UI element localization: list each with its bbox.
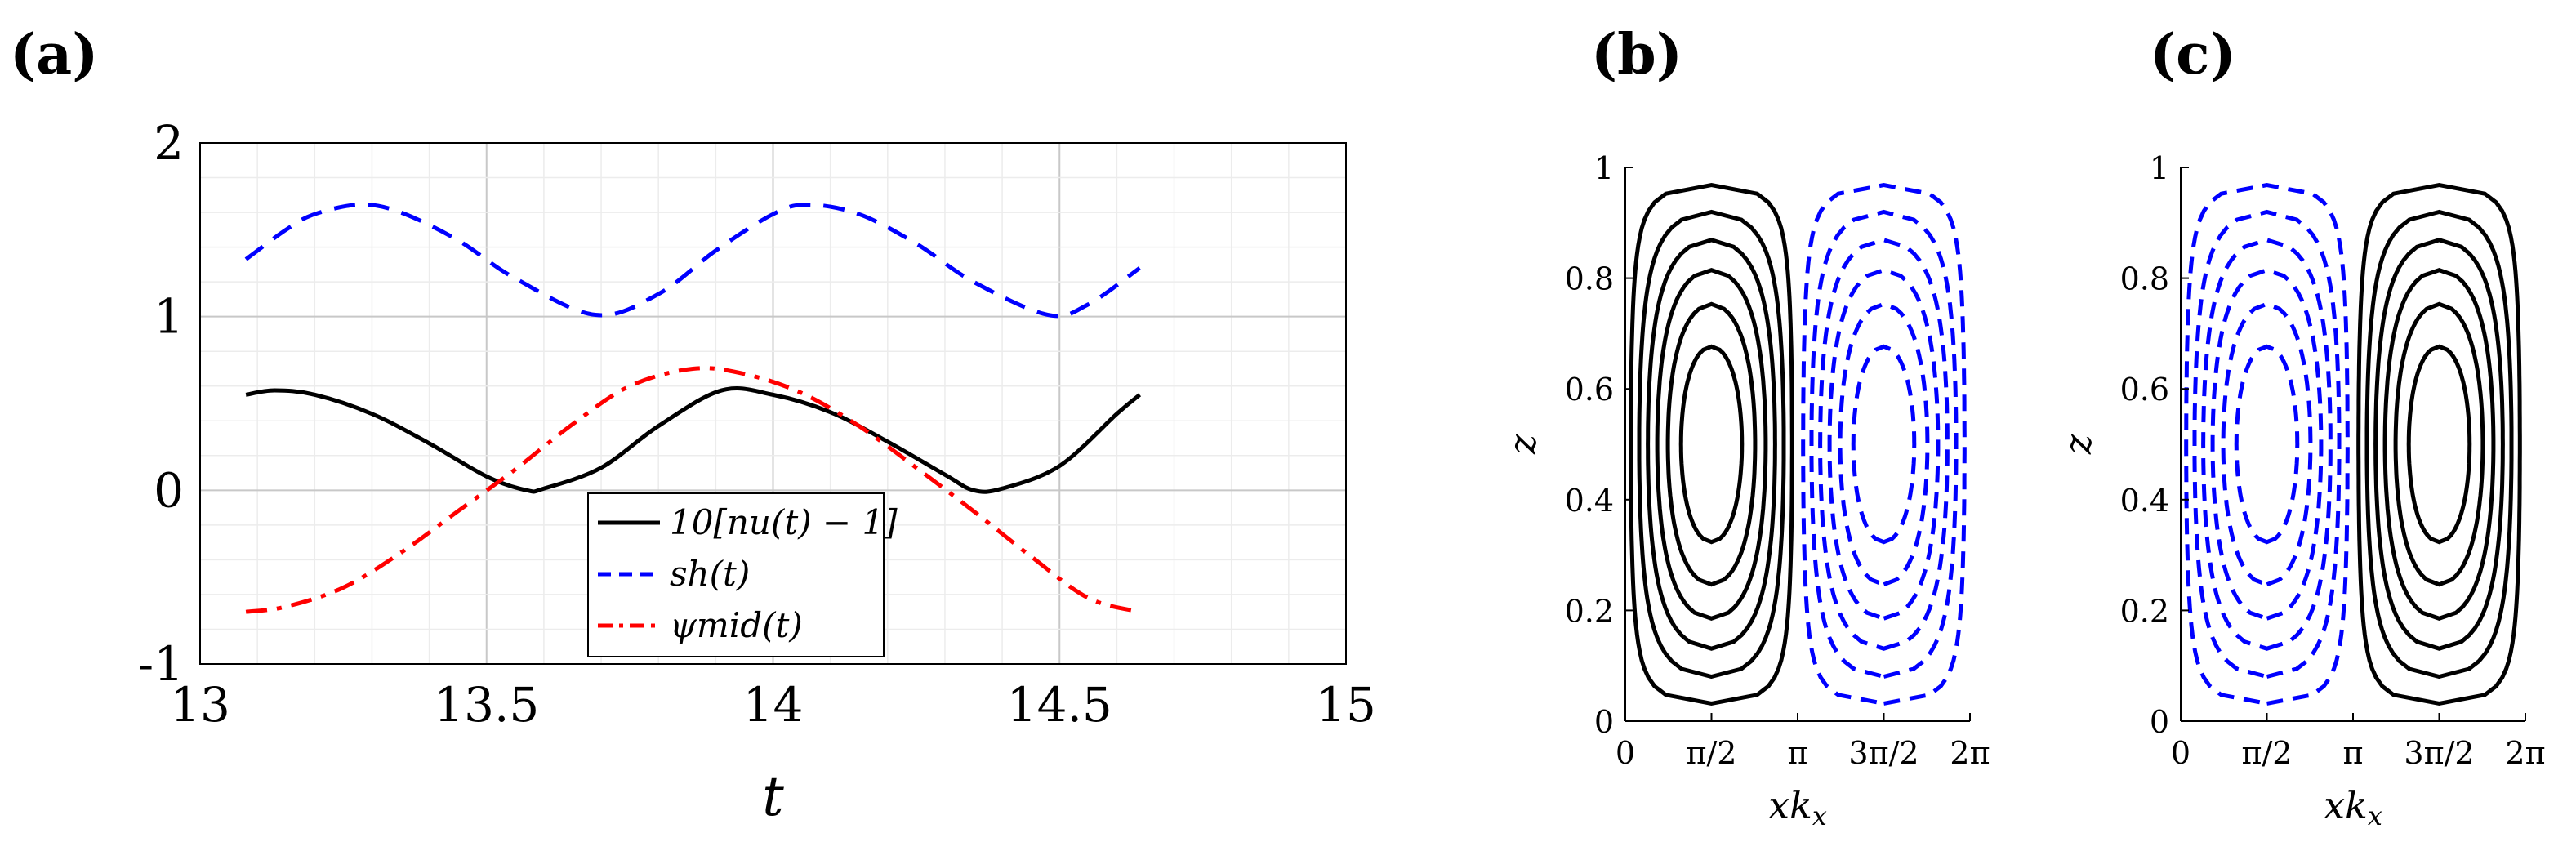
y-tick-label: 0.4	[2120, 483, 2169, 519]
y-tick-label: 0.4	[1565, 483, 1614, 519]
series-line-sh	[244, 202, 1141, 319]
y-tick-label: 0.2	[1565, 593, 1614, 629]
contour-line-negative	[2221, 301, 2313, 587]
contour-line-positive	[2356, 183, 2522, 706]
y-tick-label: 0.8	[1565, 261, 1614, 297]
series-line-psi	[245, 366, 1141, 614]
contour-line-negative	[2192, 209, 2342, 679]
x-tick-label: 14	[743, 677, 804, 733]
y-tick-label: 2	[154, 115, 184, 171]
y-tick-label: 0	[1594, 704, 1614, 740]
panel-label-a: (a)	[10, 22, 98, 87]
contour-line-positive	[2373, 238, 2505, 651]
y-axis-label: z	[1500, 434, 1544, 455]
legend-label: 10[nu(t) − 1]	[670, 502, 898, 542]
contour-line-positive	[2382, 268, 2496, 621]
x-axis-label: t	[762, 765, 784, 828]
x-tick-label: 3π/2	[2404, 735, 2474, 771]
contour-line-positive	[2364, 209, 2514, 679]
contour-line-positive	[1655, 268, 1768, 621]
x-axis-label-subscript: x	[2368, 800, 2382, 831]
contour-line-negative	[1851, 344, 1917, 545]
contour-line-negative	[2201, 238, 2333, 651]
x-tick-label: π/2	[2242, 735, 2293, 771]
y-tick-label: 0.8	[2120, 261, 2169, 297]
x-tick-label: π/2	[1687, 735, 1737, 771]
x-tick-label: 15	[1316, 677, 1376, 733]
y-tick-label: 0	[154, 462, 184, 518]
contour-line-negative	[1801, 183, 1967, 706]
y-tick-label: 1	[154, 289, 184, 345]
y-axis-label: z	[2056, 434, 2100, 455]
x-tick-label: 2π	[1950, 735, 1990, 771]
contour-line-negative	[1818, 238, 1950, 651]
panel-label-c: (c)	[2150, 22, 2236, 87]
contour-line-positive	[2406, 344, 2472, 545]
x-tick-label: 14.5	[1007, 677, 1112, 733]
x-tick-label: 0	[1616, 735, 1635, 771]
contour-line-negative	[1827, 268, 1941, 621]
x-tick-label: 0	[2171, 735, 2190, 771]
x-axis-label: xkx	[2324, 783, 2382, 831]
contour-line-positive	[1637, 209, 1786, 679]
contour-line-negative	[1809, 209, 1959, 679]
legend-label: sh(t)	[670, 554, 750, 594]
contour-line-negative	[2234, 344, 2300, 545]
y-tick-label: 0.6	[2120, 372, 2169, 408]
contour-line-negative	[1838, 301, 1930, 587]
x-axis-label: xkx	[1768, 783, 1827, 831]
contour-line-positive	[1629, 183, 1794, 706]
line-chart-panel-a: 13 13.5 14 14.5 15 -1 0 1 2 t 10[nu(t) − 1] sh(t)…	[138, 115, 1376, 828]
y-tick-label: 0.6	[1565, 372, 1614, 408]
series-group	[244, 202, 1142, 614]
x-tick-label: 13.5	[434, 677, 539, 733]
x-tick-label: π	[2343, 735, 2364, 771]
contour-line-positive	[2393, 301, 2485, 587]
x-tick-label: 13	[170, 677, 230, 733]
contour-line-positive	[1665, 301, 1758, 587]
series-line-nu	[245, 386, 1142, 494]
legend-label: ψmid(t)	[670, 605, 803, 645]
panel-label-b: (b)	[1591, 22, 1682, 87]
contour-line-negative	[2210, 268, 2324, 621]
y-tick-label: -1	[138, 636, 185, 692]
y-tick-label: 0.2	[2120, 593, 2169, 629]
contour-panel-b: 0 0.2 0.4 0.6 0.8 1 0 π/2 π 3π/2 2π xkx z	[1500, 150, 1990, 831]
x-tick-label: π	[1788, 735, 1808, 771]
contour-line-positive	[1678, 344, 1745, 545]
y-tick-label: 0	[2150, 704, 2169, 740]
contour-panel-c: 0 0.2 0.4 0.6 0.8 1 0 π/2 π 3π/2 2π xkx z	[2056, 150, 2546, 831]
contour-line-positive	[1646, 238, 1777, 651]
x-tick-label: 3π/2	[1848, 735, 1919, 771]
y-tick-label: 1	[1594, 150, 1614, 186]
plot-frame	[199, 142, 1347, 665]
y-tick-label: 1	[2150, 150, 2169, 186]
legend-box	[587, 492, 885, 657]
x-tick-label: 2π	[2505, 735, 2545, 771]
legend: 10[nu(t) − 1] sh(t) ψmid(t)	[587, 492, 898, 657]
x-axis-label-subscript: x	[1812, 800, 1827, 831]
tick-labels: 13 13.5 14 14.5 15 -1 0 1 2	[138, 115, 1376, 733]
contour-line-negative	[2184, 183, 2350, 706]
